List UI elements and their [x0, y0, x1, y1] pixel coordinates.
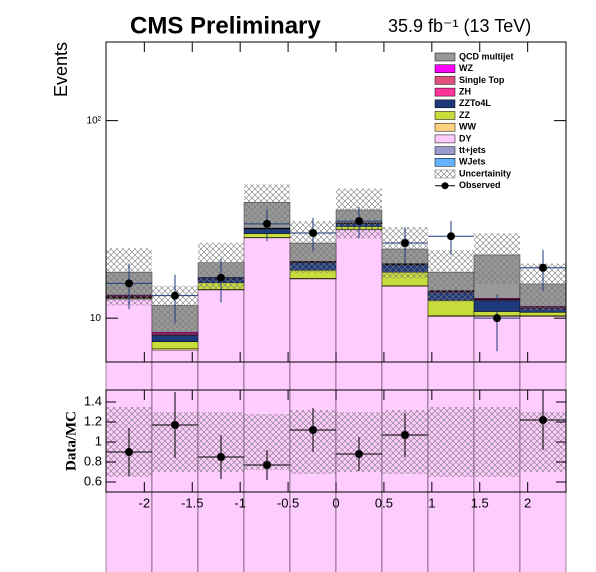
ratio-point	[401, 431, 409, 439]
stack-segment	[151, 334, 199, 342]
legend-label: QCD multijet	[459, 51, 514, 61]
observed-point	[447, 232, 455, 241]
ratio-point	[539, 416, 547, 424]
uncertainty-band	[428, 407, 474, 477]
legend-label: tt+jets	[459, 145, 486, 155]
observed-point	[125, 279, 133, 288]
legend-swatch	[441, 182, 449, 190]
legend-label: Single Top	[459, 75, 505, 85]
stack-segment	[243, 237, 291, 572]
legend-swatch	[434, 76, 456, 85]
legend-swatch	[434, 64, 456, 73]
y-tick-label: 10	[90, 313, 102, 324]
legend-label: WW	[459, 122, 476, 132]
y-axis-label: Events	[51, 42, 71, 97]
legend-label: WJets	[459, 157, 486, 167]
observed-point	[539, 263, 547, 272]
stack-segment	[519, 312, 567, 316]
y-tick-label: 1.2	[84, 413, 102, 428]
legend-swatch	[434, 122, 456, 132]
chart-title: CMS Preliminary	[130, 12, 321, 39]
y-tick-label: 0.8	[84, 453, 102, 468]
ratio-point	[171, 421, 179, 429]
legend-swatch	[434, 158, 456, 167]
ratio-y-label: Data/MC	[63, 411, 79, 471]
y-tick-label: 1	[95, 433, 102, 448]
legend-swatch	[434, 111, 456, 120]
y-tick-label: 1.4	[84, 393, 102, 408]
x-tick-label: 1.5	[471, 495, 489, 510]
legend-swatch	[434, 99, 456, 109]
uncertainty-band	[474, 407, 520, 477]
observed-point	[171, 291, 179, 300]
legend-label: DY	[459, 133, 472, 143]
legend-label: ZZ	[459, 110, 470, 120]
observed-point	[355, 217, 363, 226]
legend-swatch	[434, 52, 456, 62]
ratio-point	[263, 461, 271, 469]
x-tick-label: 2	[524, 495, 531, 510]
legend-label: WZ	[459, 63, 473, 73]
uncertainty-band	[428, 250, 474, 302]
legend-swatch	[434, 169, 456, 179]
legend-swatch	[434, 87, 456, 97]
observed-point	[493, 314, 501, 323]
legend-swatch	[434, 134, 456, 144]
ratio-point	[309, 426, 317, 434]
y-tick-label: 0.6	[84, 473, 102, 488]
legend-label: Uncertainity	[459, 168, 511, 178]
x-tick-label: -0.5	[277, 495, 299, 510]
legend-swatch	[434, 146, 456, 155]
legend-label: ZH	[459, 86, 471, 96]
legend-label: Observed	[459, 180, 501, 190]
x-tick-label: -1.5	[181, 495, 203, 510]
observed-point	[401, 239, 409, 248]
observed-point	[263, 219, 271, 228]
lumi-label: 35.9 fb⁻¹ (13 TeV)	[388, 16, 531, 36]
ratio-point	[125, 448, 133, 456]
x-tick-label: -1	[234, 495, 246, 510]
uncertainty-band	[474, 233, 520, 284]
x-tick-label: 0	[332, 495, 339, 510]
ratio-point	[355, 450, 363, 458]
stack-segment	[335, 229, 383, 572]
x-tick-label: 0.5	[375, 495, 393, 510]
x-tick-label: -2	[139, 495, 151, 510]
stack-segment	[151, 341, 199, 349]
stack-segment	[427, 300, 475, 316]
ratio-point	[217, 453, 225, 461]
observed-point	[309, 228, 317, 237]
observed-point	[217, 273, 225, 282]
x-tick-label: 1	[428, 495, 435, 510]
legend-label: ZZTo4L	[459, 98, 491, 108]
y-tick-label: 10²	[87, 115, 102, 126]
